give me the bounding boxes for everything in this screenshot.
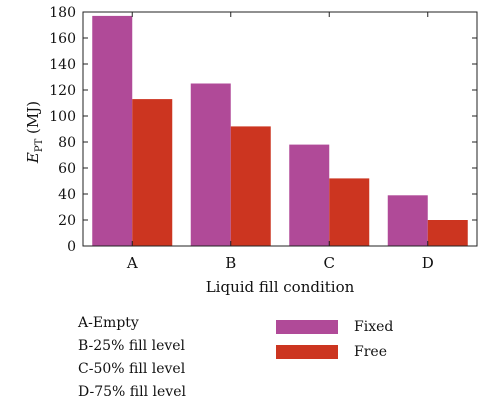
note-b: B-25% fill level (78, 338, 186, 354)
x-axis-label: Liquid fill condition (206, 278, 355, 296)
category-notes: A-Empty B-25% fill level C-50% fill leve… (78, 312, 186, 404)
bar-fixed-d (387, 195, 428, 246)
x-tick-label-c: C (324, 254, 335, 272)
note-d: D-75% fill level (78, 384, 186, 400)
y-axis-label-sub: PT (34, 138, 45, 152)
bar-fixed-a (92, 15, 133, 247)
bar-free-a (132, 99, 173, 246)
bar-free-d (427, 220, 468, 246)
x-tick-label-b: B (225, 254, 236, 272)
plot-frame (82, 11, 478, 247)
y-tick-label-100: 100 (49, 109, 76, 125)
y-axis-label-main: E (24, 152, 42, 164)
note-a: A-Empty (78, 315, 139, 331)
bar-fixed-c (289, 144, 330, 246)
legend-swatch-free (276, 344, 338, 359)
x-tick-label-a: A (126, 254, 138, 272)
y-tick-label-0: 0 (67, 239, 76, 255)
bar-free-b (230, 126, 271, 246)
axes-group: 0 20 40 60 80 100 120 140 160 180 A B C D (49, 5, 478, 272)
y-tick-label-180: 180 (49, 5, 76, 21)
y-tick-label-120: 120 (49, 83, 76, 99)
y-tick-label-160: 160 (49, 31, 76, 47)
legend: Fixed Free (276, 314, 393, 364)
bar-free-c (329, 178, 370, 246)
y-axis-label: EPT (MJ) (24, 101, 45, 164)
y-tick-label-20: 20 (58, 213, 76, 229)
y-tick-label-140: 140 (49, 57, 76, 73)
legend-item-fixed: Fixed (276, 314, 393, 339)
y-axis-label-unit: (MJ) (24, 101, 42, 139)
bar-fixed-b (190, 83, 231, 246)
x-tick-label-d: D (422, 254, 434, 272)
legend-label-fixed: Fixed (354, 318, 394, 335)
y-tick-label-40: 40 (58, 187, 76, 203)
legend-swatch-fixed (276, 319, 338, 334)
y-tick-label-60: 60 (58, 161, 76, 177)
y-tick-label-80: 80 (58, 135, 76, 151)
legend-label-free: Free (354, 343, 387, 360)
bars-group (92, 15, 468, 247)
note-c: C-50% fill level (78, 361, 186, 377)
legend-item-free: Free (276, 339, 393, 364)
